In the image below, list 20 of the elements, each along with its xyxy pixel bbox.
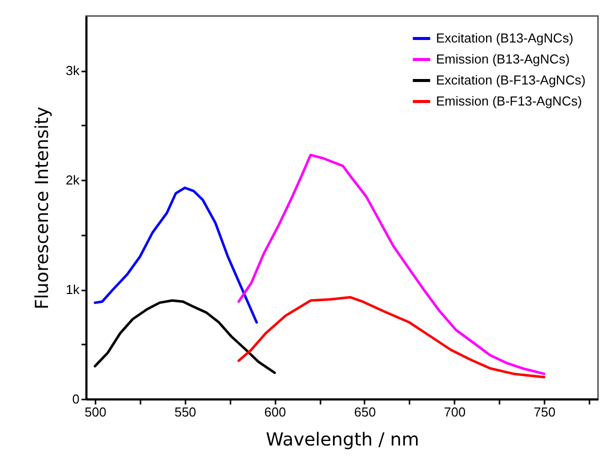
y-tick-label: 1k [66, 282, 80, 298]
legend-label: Emission (B-F13-AgNCs) [436, 94, 582, 108]
y-tick-label: 2k [66, 172, 80, 188]
line-series [94, 186, 258, 324]
legend-label: Excitation (B13-AgNCs) [436, 30, 574, 46]
x-tick-label: 550 [174, 404, 196, 420]
line-series [94, 299, 276, 374]
line-series [237, 154, 546, 376]
x-axis-title: Wavelength / nm [266, 430, 420, 450]
y-tick-label: 0 [72, 392, 80, 406]
legend-label: Emission (B13-AgNCs) [436, 52, 570, 66]
x-tick-label: 650 [354, 404, 376, 420]
legend-label: Excitation (B-F13-AgNCs) [436, 72, 586, 88]
line-series [237, 296, 546, 378]
y-axis-title: Fluorescence Intensity [32, 106, 53, 310]
y-tick-label: 3k [66, 63, 80, 78]
x-tick-label: 500 [84, 404, 106, 420]
x-tick-label: 750 [534, 404, 556, 420]
x-tick-label: 600 [264, 404, 286, 420]
x-tick-label: 700 [444, 404, 466, 420]
